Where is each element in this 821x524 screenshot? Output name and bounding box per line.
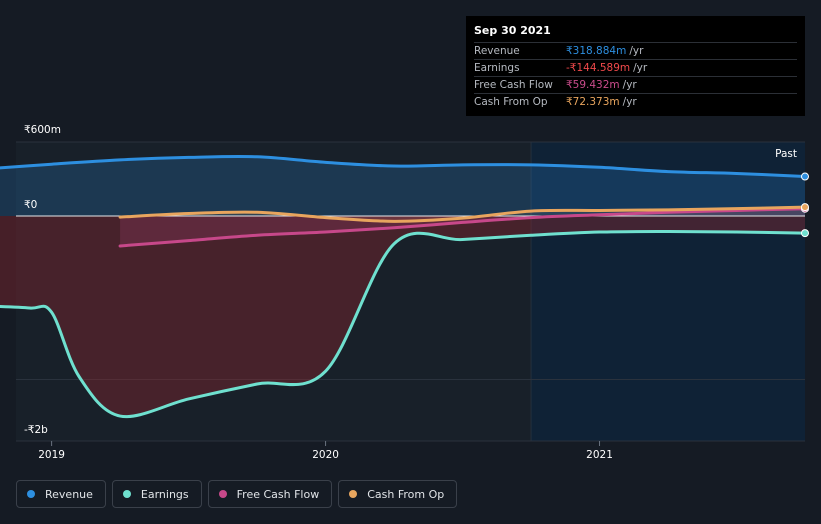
x-tick-label: 2021 <box>586 449 613 461</box>
tooltip-row: Earnings -₹144.589m/yr <box>474 59 797 76</box>
tooltip-row-label: Earnings <box>474 62 520 74</box>
tooltip-row-unit: /yr <box>629 45 644 57</box>
earnings-area <box>0 216 805 417</box>
tooltip-row-value: ₹318.884m <box>566 45 627 57</box>
legend-dot-icon <box>122 490 131 498</box>
revenue-end-point <box>801 172 809 181</box>
legend-item-earnings[interactable]: Earnings <box>111 480 202 508</box>
legend-item-revenue[interactable]: Revenue <box>16 480 106 508</box>
tooltip-row: Cash From Op ₹72.373m/yr <box>474 93 797 110</box>
legend-label: Cash From Op <box>367 487 445 501</box>
tooltip-row-label: Cash From Op <box>474 96 548 108</box>
legend-dot-icon <box>349 490 358 498</box>
tooltip: Sep 30 2021 Revenue ₹318.884m/yr Earnings -… <box>466 16 805 116</box>
legend-label: Earnings <box>140 487 189 501</box>
legend: Revenue Earnings Free Cash Flow Cash From O… <box>16 480 458 510</box>
line-layer <box>0 154 807 419</box>
legend-item-cash-from-op[interactable]: Cash From Op <box>338 480 458 508</box>
legend-label: Free Cash Flow <box>236 487 320 501</box>
cash-from-op-end-point <box>801 203 809 212</box>
tooltip-row-value: ₹72.373m <box>566 96 620 108</box>
tooltip-row: Revenue ₹318.884m/yr <box>474 42 797 59</box>
legend-item-free-cash-flow[interactable]: Free Cash Flow <box>207 480 333 508</box>
legend-dot-icon <box>27 490 35 498</box>
tooltip-row: Free Cash Flow ₹59.432m/yr <box>474 76 797 93</box>
tooltip-date: Sep 30 2021 <box>474 24 551 37</box>
grid-layer <box>16 141 805 442</box>
y-tick-label: ₹0 <box>24 199 37 211</box>
cash-from-op-line <box>118 205 807 223</box>
y-tick-label: -₹2b <box>24 424 48 436</box>
tooltip-row-value: -₹144.589m <box>566 62 631 74</box>
tooltip-row-label: Free Cash Flow <box>474 79 553 91</box>
x-tick-label: 2020 <box>312 449 339 461</box>
legend-label: Revenue <box>45 487 93 501</box>
free-cash-flow-line <box>118 207 807 248</box>
tooltip-row-unit: /yr <box>622 96 637 108</box>
revenue-line <box>0 154 807 179</box>
legend-dot-icon <box>218 490 227 498</box>
axis-layer: ₹600m ₹0 -₹2b 2019 2020 2021 <box>24 124 613 461</box>
x-tick-label: 2019 <box>38 449 65 461</box>
dot-layer <box>801 172 809 238</box>
tooltip-row-unit: /yr <box>622 79 637 91</box>
y-tick-label: ₹600m <box>24 124 61 136</box>
past-label: Past <box>775 148 797 160</box>
tooltip-rows: Revenue ₹318.884m/yr Earnings -₹144.589m/yr… <box>474 42 797 110</box>
tooltip-row-unit: /yr <box>633 62 648 74</box>
free-cash-flow-area <box>120 208 805 246</box>
tooltip-row-value: ₹59.432m <box>566 79 620 91</box>
tooltip-row-label: Revenue <box>474 45 520 57</box>
past-region <box>531 142 805 441</box>
earnings-line <box>0 230 807 419</box>
earnings-end-point <box>801 229 809 238</box>
revenue-area <box>0 156 805 216</box>
